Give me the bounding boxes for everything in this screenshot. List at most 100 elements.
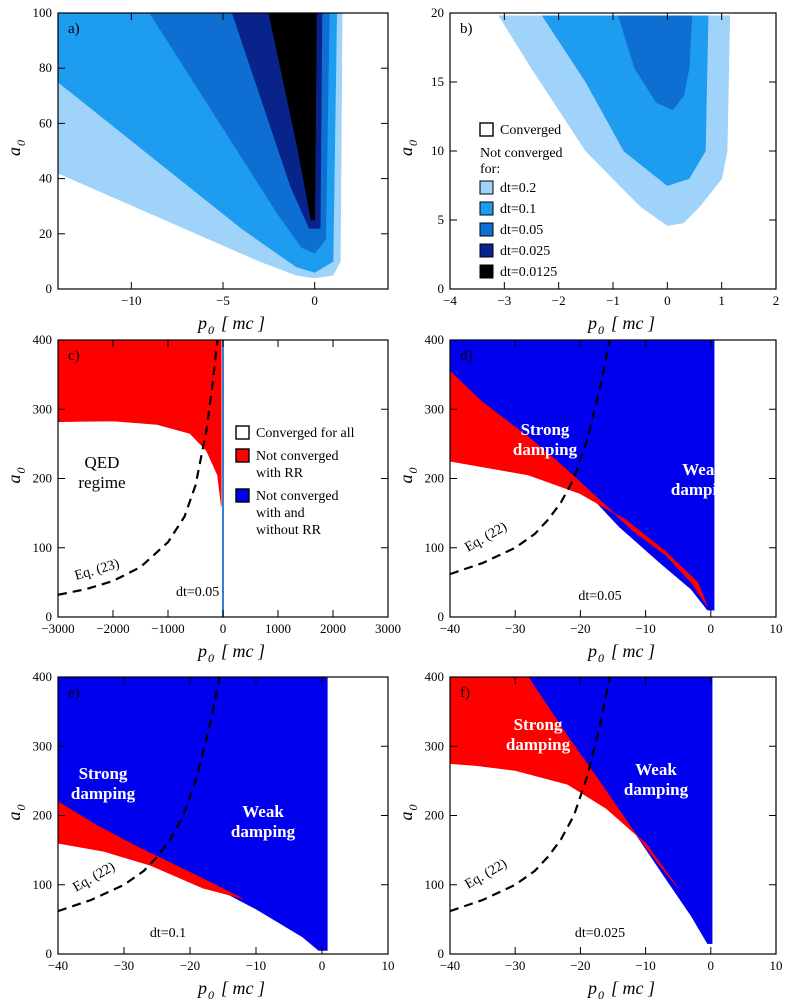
legend-label: without RR xyxy=(256,523,322,538)
y-tick-label: 300 xyxy=(33,738,53,753)
y-axis-label: a xyxy=(396,475,416,484)
y-tick-label: 100 xyxy=(33,5,53,20)
x-tick-label: −30 xyxy=(505,621,525,636)
y-axis-label-subscript: 0 xyxy=(406,468,420,474)
x-tick-label: −20 xyxy=(570,958,590,973)
x-tick-label: −5 xyxy=(216,293,230,308)
panel-label: c) xyxy=(68,348,80,364)
x-tick-label: 0 xyxy=(311,293,318,308)
panel-label: b) xyxy=(460,21,473,37)
plot-area xyxy=(58,677,388,954)
plot-area xyxy=(58,13,388,289)
annotation-dt: dt=0.05 xyxy=(578,589,621,604)
y-tick-label: 400 xyxy=(425,669,445,684)
x-tick-label: −1 xyxy=(606,293,620,308)
legend-swatch-converged xyxy=(479,122,494,137)
annotation-regime: regime xyxy=(78,473,125,492)
region-dt-0-05 xyxy=(617,15,693,110)
legend-label: with and xyxy=(256,506,305,521)
annotation-damping: damping xyxy=(513,440,578,459)
legend-swatch xyxy=(479,222,494,237)
annotation-qed: QED xyxy=(85,453,120,472)
panel-c: −3000 −2000 −1000 0 1000 2000 3000 0 100 200 300 40… xyxy=(4,332,401,665)
annotation-damping: damping xyxy=(506,735,571,754)
y-tick-label: 0 xyxy=(438,281,445,296)
annotation-weak: Weak xyxy=(682,460,724,479)
y-tick-label: 200 xyxy=(33,808,53,823)
y-tick-label: 0 xyxy=(438,946,445,961)
y-tick-label: 20 xyxy=(431,5,444,20)
x-tick-label: −30 xyxy=(114,958,134,973)
y-axis-label-subscript: 0 xyxy=(14,805,28,811)
y-axis-label-group: a0 xyxy=(4,468,28,484)
x-tick-label: −10 xyxy=(635,958,655,973)
x-axis-label-subscript: 0 xyxy=(598,323,604,337)
y-tick-label: 0 xyxy=(46,281,53,296)
legend-label: with RR xyxy=(256,466,304,481)
x-axis-label: p xyxy=(586,641,597,661)
plot-area xyxy=(450,13,776,289)
legend-swatch xyxy=(479,180,494,195)
legend-label: Not converged xyxy=(256,489,339,504)
x-tick-label: −10 xyxy=(246,958,266,973)
y-tick-label: 40 xyxy=(39,171,52,186)
panel-label: f) xyxy=(460,685,470,701)
x-tick-label: 10 xyxy=(770,621,783,636)
y-axis-label-subscript: 0 xyxy=(406,805,420,811)
y-axis-label: a xyxy=(4,812,24,821)
x-tick-label: 0 xyxy=(664,293,671,308)
x-tick-label: 1000 xyxy=(265,621,291,636)
region-not-converged-with-rr xyxy=(58,801,243,899)
annotation-strong: Strong xyxy=(514,715,563,734)
x-tick-label: 0 xyxy=(708,958,715,973)
x-tick-label: 0 xyxy=(220,621,227,636)
x-tick-label: 2 xyxy=(773,293,780,308)
x-axis-label-subscript: 0 xyxy=(598,651,604,665)
legend-label: dt=0.025 xyxy=(500,244,550,259)
x-tick-label: 0 xyxy=(319,958,326,973)
y-axis-label: a xyxy=(4,475,24,484)
y-axis-label: a xyxy=(4,147,24,156)
legend-label: dt=0.2 xyxy=(500,181,536,196)
y-axis-label-group: a0 xyxy=(396,805,420,821)
region-not-converged-with-rr xyxy=(450,677,679,889)
x-tick-label: −10 xyxy=(121,293,141,308)
x-tick-label: −20 xyxy=(570,621,590,636)
region-not-converged-with-rr xyxy=(58,340,222,507)
y-axis-label: a xyxy=(396,147,416,156)
y-tick-label: 0 xyxy=(438,609,445,624)
curve-eq xyxy=(450,677,611,913)
y-tick-label: 100 xyxy=(33,540,53,555)
legend-label: Converged xyxy=(500,123,561,138)
y-tick-label: 5 xyxy=(438,212,445,227)
y-tick-label: 300 xyxy=(425,401,445,416)
x-axis-label: p xyxy=(196,978,207,998)
y-axis-label-subscript: 0 xyxy=(14,140,28,146)
legend-subtitle: for: xyxy=(480,162,500,177)
x-tick-label: 1 xyxy=(718,293,725,308)
x-tick-label: −20 xyxy=(180,958,200,973)
y-tick-label: 200 xyxy=(33,471,53,486)
annotation-dt: dt=0.05 xyxy=(176,585,219,600)
x-tick-label: 10 xyxy=(770,958,783,973)
y-tick-label: 400 xyxy=(33,332,53,347)
y-tick-label: 0 xyxy=(46,946,53,961)
region-dt-0-0125 xyxy=(268,13,317,221)
y-tick-label: 15 xyxy=(431,74,444,89)
annotation-weak: Weak xyxy=(635,760,677,779)
x-axis-units: [ mc ] xyxy=(611,641,655,661)
y-tick-label: 100 xyxy=(33,877,53,892)
panel-label: a) xyxy=(68,21,80,37)
plot-area xyxy=(450,677,776,954)
annotation-damping: damping xyxy=(671,480,736,499)
curve-eq xyxy=(58,677,221,913)
x-tick-label: −4 xyxy=(443,293,457,308)
x-tick-label: 2000 xyxy=(320,621,346,636)
y-tick-label: 0 xyxy=(46,609,53,624)
y-tick-label: 10 xyxy=(431,143,444,158)
annotation-dt: dt=0.025 xyxy=(575,926,625,941)
y-axis-label-group: a0 xyxy=(4,140,28,156)
